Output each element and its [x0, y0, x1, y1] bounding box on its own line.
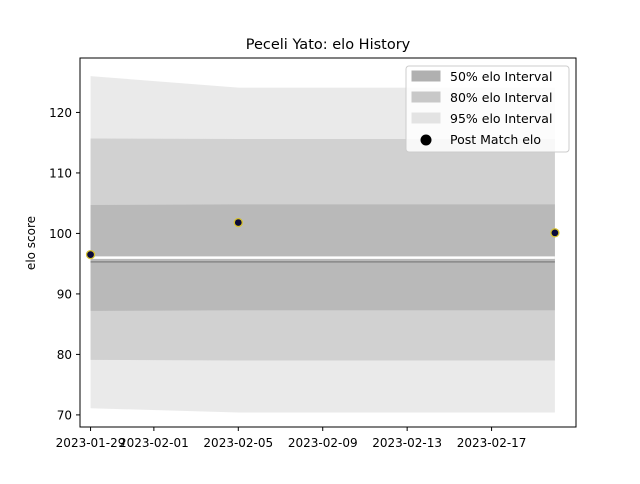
legend: 50% elo Interval 80% elo Interval 95% elo … — [405, 65, 570, 153]
y-tick-label: 70 — [57, 408, 72, 422]
legend-entry-label: 80% elo Interval — [450, 90, 552, 105]
y-tick-label: 80 — [57, 348, 72, 362]
legend-frame — [405, 65, 570, 153]
y-tick-label: 120 — [49, 106, 72, 120]
legend-entry-label: 50% elo Interval — [450, 69, 552, 84]
plot-frame — [79, 57, 577, 428]
x-tick-label: 2023-02-09 — [288, 436, 358, 450]
legend-swatch — [411, 91, 441, 103]
x-tick-label: 2023-02-01 — [119, 436, 189, 450]
legend-entry-label: 95% elo Interval — [450, 111, 552, 126]
y-tick-label: 90 — [57, 287, 72, 301]
y-tick-label: 110 — [49, 166, 72, 180]
x-tick-label: 2023-02-05 — [203, 436, 273, 450]
y-tick-label: 100 — [49, 227, 72, 241]
post-match-elo-point — [233, 217, 243, 228]
chart-title: Peceli Yato: elo History — [246, 37, 411, 53]
post-match-elo-point — [85, 249, 96, 260]
x-tick-label: 2023-02-13 — [372, 436, 442, 450]
legend-swatch — [411, 70, 441, 82]
x-tick-label: 2023-01-29 — [56, 436, 126, 450]
legend-marker — [420, 134, 432, 146]
legend-swatch — [411, 112, 441, 124]
post-match-elo-point — [550, 228, 560, 238]
y-axis-label: elo score — [24, 216, 38, 270]
plot-area — [85, 76, 560, 413]
x-tick-label: 2023-02-17 — [457, 436, 527, 450]
legend-entry-label: Post Match elo — [450, 132, 541, 147]
